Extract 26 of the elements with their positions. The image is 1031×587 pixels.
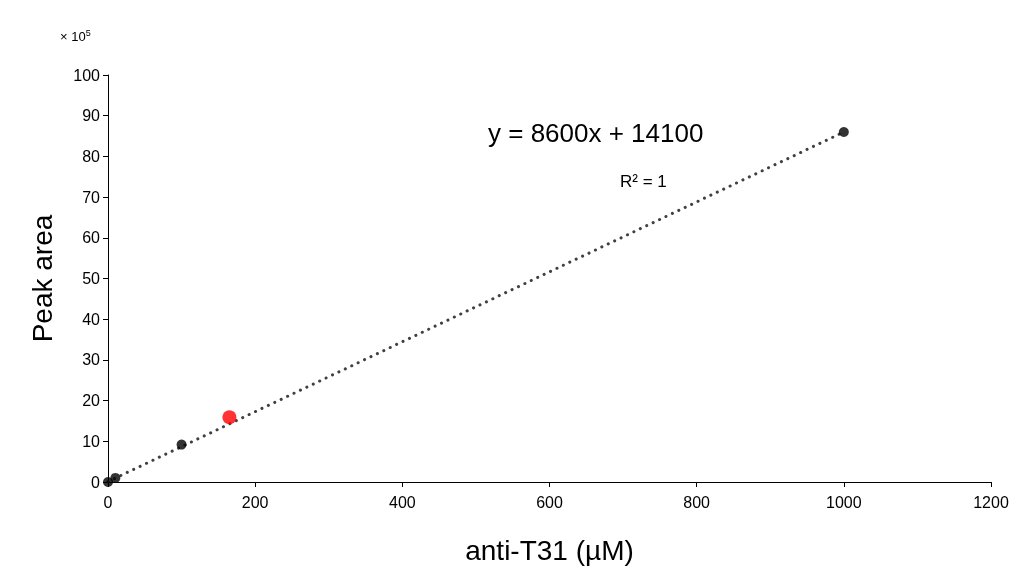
annotation: R² = 1 bbox=[620, 172, 667, 191]
y-tick-label: 0 bbox=[91, 473, 101, 491]
x-tick-label: 800 bbox=[683, 493, 711, 511]
x-tick-label: 1000 bbox=[826, 493, 862, 511]
x-tick-label: 600 bbox=[536, 493, 563, 511]
point bbox=[176, 439, 187, 450]
y-axis-title: Peak area bbox=[26, 214, 58, 343]
x-tick-label: 0 bbox=[103, 493, 113, 511]
y-tick-label: 90 bbox=[82, 107, 101, 125]
y-tick-label: 60 bbox=[82, 229, 101, 247]
y-tick-label: 70 bbox=[82, 188, 101, 206]
x-tick-label: 1200 bbox=[973, 493, 1009, 511]
y-tick-label: 30 bbox=[82, 351, 101, 369]
point bbox=[838, 126, 849, 137]
y-tick-label: 20 bbox=[82, 392, 101, 410]
y-tick-label: 100 bbox=[73, 66, 101, 84]
point bbox=[222, 410, 237, 425]
y-tick-label: 40 bbox=[82, 310, 101, 328]
x-tick-label: 200 bbox=[241, 493, 269, 511]
y-tick-label: 50 bbox=[82, 270, 101, 287]
y-tick-label: 10 bbox=[82, 432, 101, 450]
x-axis-title: anti-T31 (µM) bbox=[465, 534, 634, 566]
x-tick-label: 400 bbox=[388, 493, 416, 511]
point bbox=[110, 472, 121, 483]
annotation: y = 8600x + 14100 bbox=[488, 118, 704, 148]
y-tick-label: 80 bbox=[82, 147, 101, 165]
